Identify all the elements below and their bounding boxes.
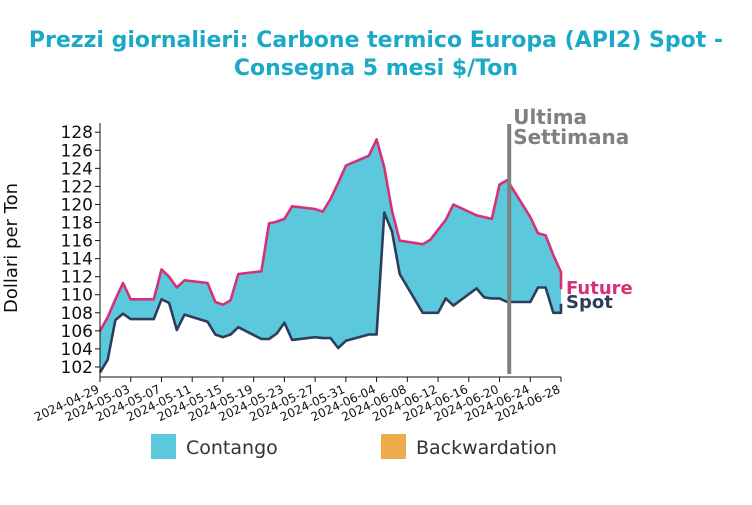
y-tick-label: 102 — [61, 358, 93, 378]
chart-title-line-2: Consegna 5 mesi $/Ton — [234, 56, 518, 81]
y-tick-label: 122 — [61, 177, 93, 197]
series-line-spot — [98, 211, 563, 374]
y-tick-label: 116 — [61, 232, 93, 252]
series-line-future — [98, 138, 563, 332]
spread-area — [100, 139, 561, 373]
y-tick-label: 126 — [61, 141, 93, 161]
y-tick-label: 104 — [61, 340, 93, 360]
y-tick-label: 118 — [61, 214, 93, 234]
y-tick-label: 112 — [61, 268, 93, 288]
y-tick-label: 120 — [61, 195, 93, 215]
legend-swatch-contango — [151, 434, 176, 459]
legend-label-contango: Contango — [186, 437, 278, 459]
series-lines — [98, 138, 563, 374]
annotation-text-line-2: Settimana — [513, 125, 629, 149]
y-tick-label: 124 — [61, 159, 93, 179]
y-axis: 1021041061081101121141161181201221241261… — [61, 123, 101, 378]
legend-swatch-backwardation — [381, 434, 406, 459]
y-tick-label: 110 — [61, 286, 93, 306]
chart-title-line-1: Prezzi giornalieri: Carbone termico Euro… — [29, 28, 723, 53]
x-axis: 2024-04-292024-05-032024-05-072024-05-11… — [32, 376, 562, 424]
y-tick-label: 108 — [61, 304, 93, 324]
y-tick-label: 106 — [61, 322, 93, 342]
legend: Contango Backwardation — [151, 434, 557, 459]
y-tick-label: 114 — [61, 250, 93, 270]
future-end-label: Future — [566, 278, 633, 299]
annotation-text-line-1: Ultima — [513, 105, 587, 129]
y-axis-label: Dollari per Ton — [1, 183, 22, 313]
spot-end-label: Spot — [566, 292, 613, 313]
y-tick-label: 128 — [61, 123, 93, 143]
legend-label-backwardation: Backwardation — [416, 437, 557, 459]
contango-area — [100, 139, 561, 373]
